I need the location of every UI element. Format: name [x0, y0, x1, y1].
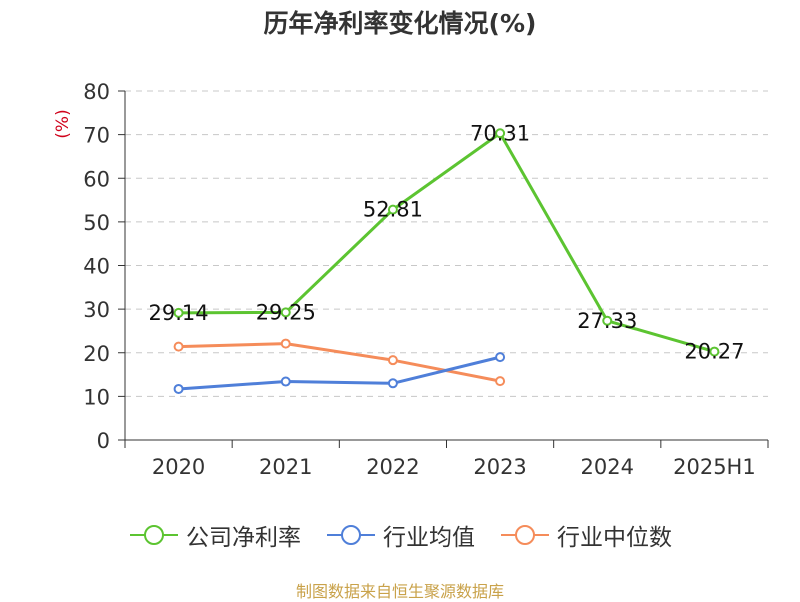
series-0-point-2025H1 [709, 346, 720, 357]
series-line-0 [178, 131, 715, 354]
series-1-point-2023 [495, 352, 506, 363]
x-tick-label-2025H1: 2025H1 [673, 455, 756, 479]
chart-legend: 公司净利率 行业均值 行业中位数 [0, 518, 800, 552]
chart-title: 历年净利率变化情况(%) [263, 9, 537, 38]
series-1-point-2020 [173, 383, 184, 394]
legend-marker-company-net-margin [130, 525, 178, 545]
y-axis-label: (%) [53, 109, 73, 138]
data-label-2021: 29.25 [256, 300, 316, 324]
series-line-1 [178, 355, 501, 391]
series-0-point-2020 [173, 307, 184, 318]
y-tick-label-60: 60 [83, 167, 110, 191]
legend-marker-industry-mean [327, 525, 375, 545]
x-tick-label-2023: 2023 [473, 455, 526, 479]
y-tick-label-20: 20 [83, 342, 110, 366]
series-1-point-2022 [387, 378, 398, 389]
legend-item-industry-mean[interactable]: 行业均值 [325, 518, 475, 552]
series-2-point-2020 [173, 341, 184, 352]
x-tick-label-2024: 2024 [581, 455, 634, 479]
legend-label-industry-mean: 行业均值 [383, 525, 475, 551]
y-tick-label-80: 80 [83, 80, 110, 104]
series-0-point-2024 [602, 315, 613, 326]
legend-item-company-net-margin[interactable]: 公司净利率 [128, 518, 301, 552]
y-tick-label-50: 50 [83, 211, 110, 235]
data-label-2022: 52.81 [363, 198, 423, 222]
series-0-point-2021 [280, 307, 291, 318]
series-line-2 [178, 342, 501, 383]
series-2-point-2021 [280, 338, 291, 349]
legend-marker-industry-median [501, 525, 549, 545]
series-0-point-2023 [495, 128, 506, 139]
legend-label-company-net-margin: 公司净利率 [186, 525, 301, 551]
y-tick-label-0: 0 [97, 429, 110, 453]
y-tick-label-70: 70 [83, 124, 110, 148]
y-tick-label-40: 40 [83, 255, 110, 279]
data-label-2025H1: 20.27 [684, 340, 744, 364]
legend-item-industry-median[interactable]: 行业中位数 [499, 518, 672, 552]
series-0-point-2022 [387, 204, 398, 215]
x-tick-label-2020: 2020 [152, 455, 205, 479]
series-2-point-2023 [495, 376, 506, 387]
data-label-2023: 70.31 [470, 121, 530, 145]
series-2-point-2022 [387, 355, 398, 366]
data-source-note: 制图数据来自恒生聚源数据库 [295, 582, 504, 601]
series-1-point-2021 [280, 376, 291, 387]
x-tick-label-2021: 2021 [259, 455, 312, 479]
legend-label-industry-median: 行业中位数 [557, 525, 672, 551]
data-label-2024: 27.33 [577, 309, 637, 333]
x-tick-label-2022: 2022 [366, 455, 419, 479]
y-tick-label-30: 30 [83, 298, 110, 322]
data-label-2020: 29.14 [149, 301, 209, 325]
y-tick-label-10: 10 [83, 385, 110, 409]
